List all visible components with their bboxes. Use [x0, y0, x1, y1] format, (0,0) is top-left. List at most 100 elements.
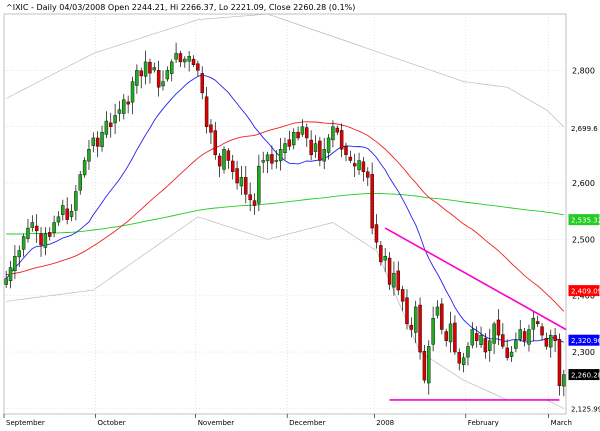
trendlines [384, 227, 567, 401]
candle [191, 55, 196, 67]
candle-body [331, 126, 335, 141]
candle [183, 56, 187, 68]
candle-body [265, 154, 270, 162]
candle [21, 233, 26, 257]
y-tick-label: 2,400 [572, 292, 595, 301]
candle-body [257, 165, 261, 204]
candle [244, 165, 248, 204]
candle [444, 328, 448, 347]
candle-body [204, 96, 209, 127]
candle-body [348, 156, 353, 161]
candle-body [74, 191, 78, 211]
candle [457, 348, 461, 371]
candle-body [109, 122, 113, 127]
candle-body [226, 150, 231, 161]
candle-body [470, 329, 475, 346]
candle [152, 62, 157, 73]
candle-body [187, 56, 191, 62]
candle [69, 204, 74, 222]
candle [291, 128, 296, 150]
candle-body [143, 61, 148, 77]
candle-body [474, 333, 479, 341]
candle [505, 339, 509, 361]
candle [148, 58, 152, 84]
candle-body [488, 340, 492, 351]
candle-body [392, 272, 396, 288]
candle-body [527, 329, 531, 345]
candle [470, 322, 475, 349]
candle-body [466, 346, 470, 358]
candle [4, 270, 8, 288]
price-label: 2,699.6 [569, 122, 599, 133]
candle [488, 328, 492, 362]
candle-body [217, 155, 222, 167]
price-label-text: 2,320.96 [571, 337, 600, 345]
candle-body [213, 130, 218, 156]
candle [453, 315, 457, 355]
candle-body [553, 335, 557, 341]
candle [492, 321, 496, 355]
price-label-text: 2,260.28 [571, 372, 600, 380]
candle [383, 248, 387, 273]
candle-body [322, 149, 326, 162]
x-tick-label: 2008 [376, 419, 394, 427]
candle [522, 328, 527, 347]
grid-layer [3, 13, 567, 415]
candle [422, 345, 427, 384]
candle-body [95, 137, 100, 147]
candle-body [335, 127, 340, 133]
candle-body [152, 67, 157, 71]
candle [348, 150, 353, 164]
candle-body [405, 297, 409, 325]
candle-body [339, 130, 344, 150]
price-label-box [568, 214, 600, 226]
candle-body [130, 81, 135, 103]
y-tick-label: 2,600 [572, 179, 595, 188]
candle-body [34, 225, 39, 232]
candle [396, 261, 400, 296]
candle [222, 146, 226, 174]
ma-50-line [6, 121, 565, 312]
candle [418, 297, 422, 360]
candle-body [453, 322, 457, 353]
candle-body [505, 347, 509, 358]
candle-body [52, 222, 56, 233]
price-label: 2,320.96 [568, 334, 600, 346]
candle-body [352, 163, 357, 167]
candle-body [396, 270, 400, 291]
candle [400, 285, 405, 311]
candle [170, 59, 174, 82]
candle [427, 340, 431, 395]
candle-body [244, 177, 248, 195]
candle-body [344, 145, 348, 156]
candle [483, 333, 488, 359]
candle [91, 132, 96, 153]
candle-body [287, 139, 292, 147]
candle [235, 160, 239, 190]
candle [326, 134, 331, 160]
candle [217, 152, 222, 178]
candle-body [222, 149, 226, 170]
candle-body [17, 250, 21, 258]
candle-body [501, 334, 505, 347]
candle [466, 341, 470, 366]
candle [448, 311, 453, 353]
candle [100, 125, 104, 152]
candle-body [557, 339, 562, 387]
candle [196, 60, 200, 77]
candle [178, 50, 183, 67]
candle [113, 103, 117, 134]
candle [549, 329, 553, 358]
price-label-text: 2,125.99 [571, 405, 600, 413]
candle-body [291, 132, 296, 146]
candle-body [357, 160, 361, 171]
candle-body [418, 304, 422, 353]
candle [209, 119, 213, 144]
candle [535, 315, 540, 327]
price-label: 2,125.99 [569, 403, 600, 414]
candle-body [278, 149, 283, 162]
candle-body [100, 132, 104, 147]
candle [357, 152, 361, 175]
